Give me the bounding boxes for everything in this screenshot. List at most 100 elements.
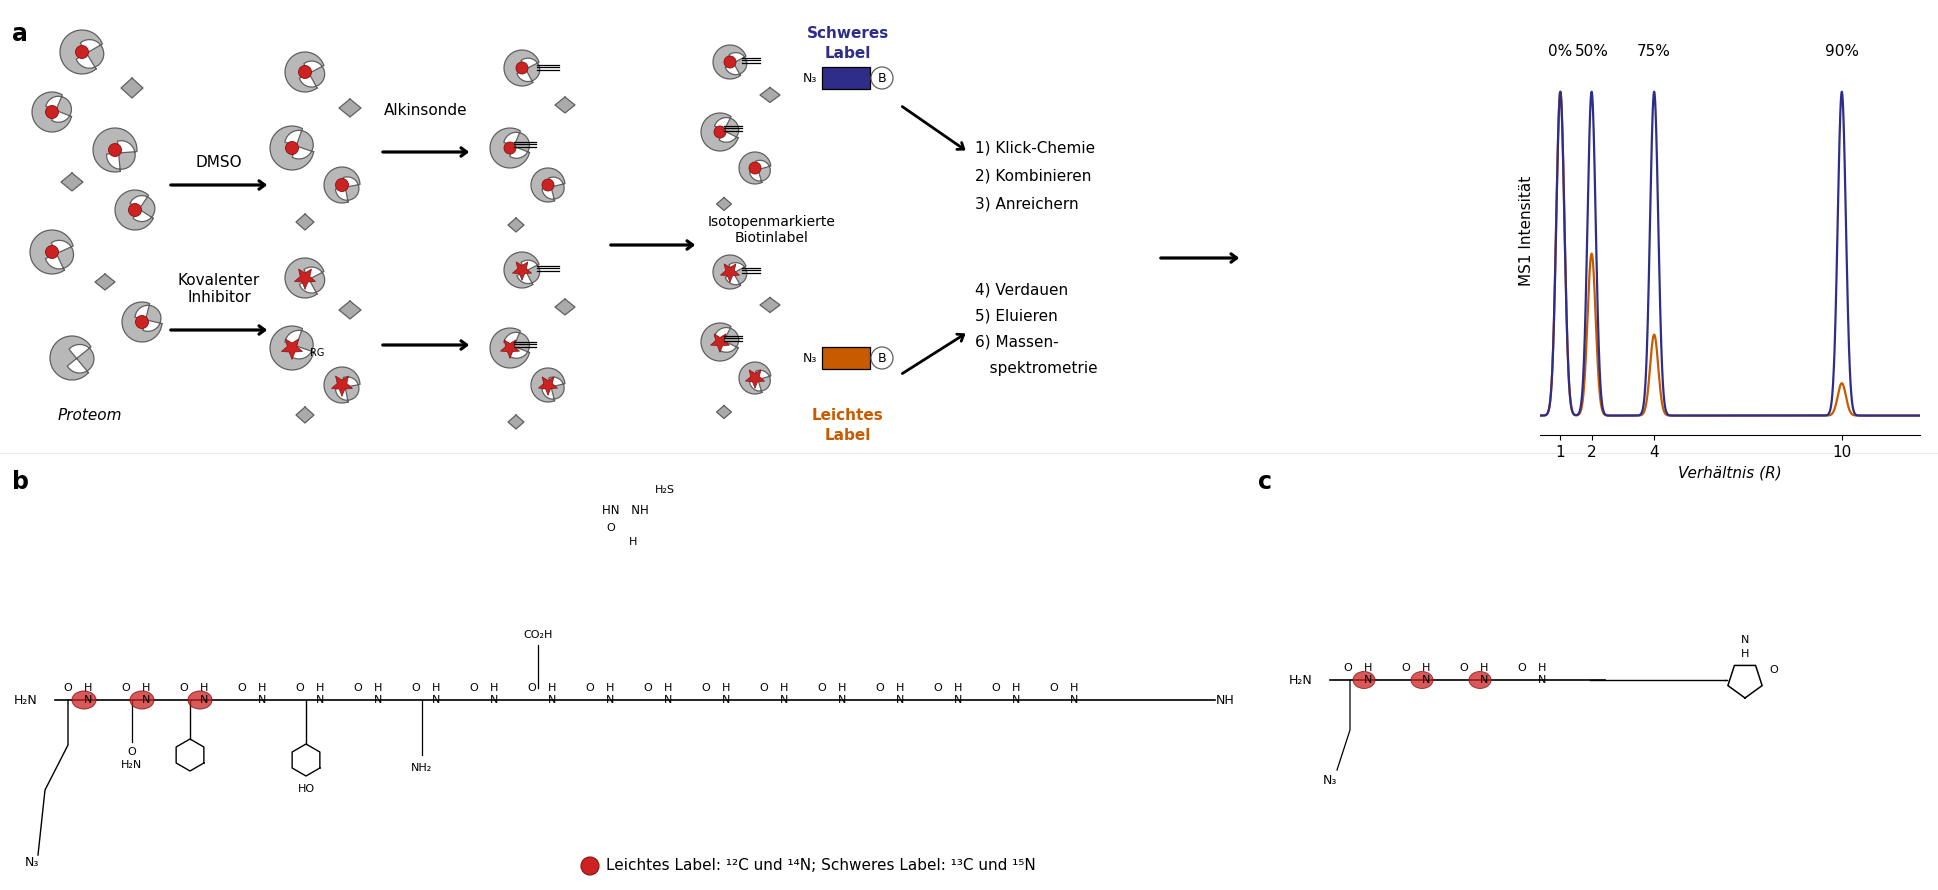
Text: O: O [64,683,72,693]
Polygon shape [95,274,114,290]
Text: N: N [779,695,789,705]
Text: O: O [238,683,246,693]
Text: Label: Label [826,46,872,61]
Polygon shape [539,376,558,395]
Circle shape [335,179,349,191]
Circle shape [504,142,516,154]
Text: O: O [818,683,826,693]
Text: spektrometrie: spektrometrie [975,360,1097,376]
Polygon shape [738,362,771,394]
Bar [822,67,870,89]
Polygon shape [554,97,576,113]
Polygon shape [711,334,729,352]
Text: O: O [297,683,304,693]
Text: NH: NH [1215,693,1235,707]
Text: H: H [490,683,498,693]
Text: Leichtes Label: ¹²C und ¹⁴N; Schweres Label: ¹³C und ¹⁵N: Leichtes Label: ¹²C und ¹⁴N; Schweres La… [607,859,1035,873]
Polygon shape [508,218,523,232]
Polygon shape [50,336,93,380]
Text: c: c [1258,470,1271,494]
Text: B: B [878,71,886,85]
Text: N: N [258,695,266,705]
Ellipse shape [130,691,153,709]
Text: H: H [316,683,324,693]
Text: H: H [374,683,382,693]
Polygon shape [295,269,316,289]
Text: H: H [779,683,789,693]
Circle shape [516,62,527,74]
Text: N: N [316,695,324,705]
Polygon shape [269,326,314,370]
Text: N: N [548,695,556,705]
Polygon shape [504,252,539,288]
Polygon shape [93,128,138,172]
Polygon shape [60,30,105,74]
Text: H: H [200,683,207,693]
Polygon shape [504,50,539,86]
Polygon shape [531,168,566,202]
Text: H: H [83,683,93,693]
Text: H: H [1481,663,1488,673]
Circle shape [298,66,312,78]
Text: N₃: N₃ [25,855,39,869]
Polygon shape [324,167,360,203]
Polygon shape [122,302,163,342]
Polygon shape [60,173,83,191]
Text: O: O [585,683,595,693]
Text: O: O [1343,663,1353,673]
Text: N: N [1740,635,1750,645]
Polygon shape [29,230,74,274]
Text: 3) Anreichern: 3) Anreichern [975,197,1079,212]
Text: N₃: N₃ [802,71,818,85]
Polygon shape [114,190,155,230]
Polygon shape [702,113,738,151]
Text: O: O [527,683,537,693]
Text: 2) Kombinieren: 2) Kombinieren [975,168,1091,183]
Text: N: N [432,695,440,705]
Text: a: a [12,22,27,46]
Text: O: O [1050,683,1058,693]
Text: O: O [1401,663,1411,673]
Text: NH₂: NH₂ [411,763,432,773]
Text: H: H [258,683,266,693]
Text: HO: HO [297,784,314,794]
Text: O: O [643,683,653,693]
Text: O: O [353,683,362,693]
Text: DMSO: DMSO [196,155,242,170]
Text: 0%: 0% [1548,44,1572,60]
Text: N: N [490,695,498,705]
Circle shape [748,162,762,174]
Text: 5) Eluieren: 5) Eluieren [975,309,1058,323]
Ellipse shape [188,691,211,709]
Text: H₂S: H₂S [655,485,674,495]
Text: CO₂H: CO₂H [523,630,552,640]
Text: N: N [953,695,961,705]
Circle shape [45,246,58,258]
Polygon shape [500,340,519,358]
Text: O: O [1517,663,1527,673]
Text: N: N [1364,675,1372,685]
Text: 1) Klick-Chemie: 1) Klick-Chemie [975,141,1095,156]
Text: Isotopenmarkierte
Biotinlabel: Isotopenmarkierte Biotinlabel [707,214,835,245]
Text: H: H [953,683,961,693]
Polygon shape [297,214,314,230]
Ellipse shape [1353,671,1374,689]
Bar [822,347,870,369]
Text: H₂N: H₂N [1289,674,1314,686]
Polygon shape [760,87,779,102]
Ellipse shape [1469,671,1490,689]
Circle shape [713,126,727,138]
Text: H: H [1740,649,1750,659]
Text: O: O [128,747,136,757]
Polygon shape [717,406,731,418]
Text: H: H [721,683,731,693]
Polygon shape [490,328,529,368]
Text: H: H [628,537,638,547]
Polygon shape [33,92,72,132]
Text: N: N [837,695,847,705]
Polygon shape [713,45,746,79]
Text: Schweres: Schweres [806,26,890,41]
Text: N: N [374,695,382,705]
Polygon shape [331,376,353,396]
Polygon shape [717,198,731,211]
